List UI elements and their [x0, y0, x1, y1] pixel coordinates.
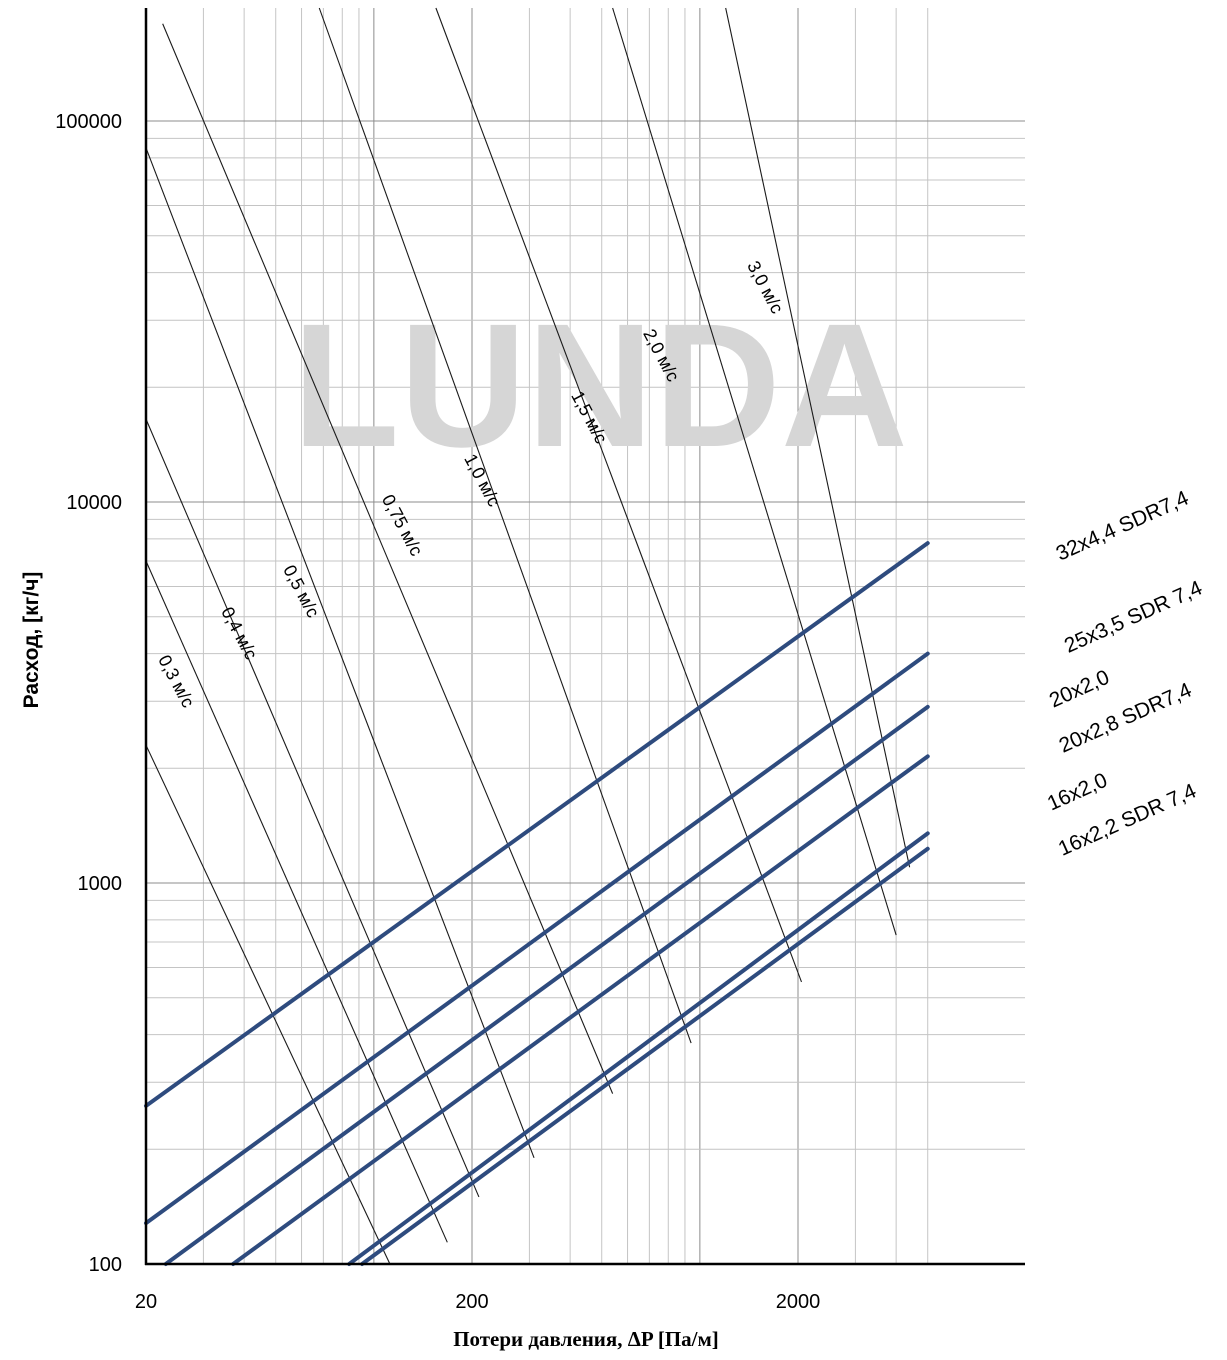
y-tick-label: 100: [89, 1254, 122, 1276]
pipe-label: 20x2,0: [1046, 666, 1113, 713]
pipe-label: 32x4,4 SDR7,4: [1053, 486, 1193, 565]
grid: [146, 8, 1025, 1264]
axes-frame: [144, 8, 1025, 1266]
pipe-series-line: [231, 754, 930, 1266]
pipe-series-lines: [144, 541, 930, 1266]
velocity-line: [145, 560, 448, 1243]
velocity-label: 0,75 м/с: [378, 491, 427, 559]
watermark-text: LUNDA: [292, 288, 908, 484]
y-axis-title: Расход, [кг/ч]: [20, 572, 43, 709]
x-axis-title: Потери давления, ΔP [Па/м]: [453, 1327, 719, 1351]
velocity-lines: [145, 7, 911, 1265]
pipe-series-line: [163, 704, 930, 1266]
pipe-series-line: [360, 846, 930, 1266]
y-tick-label: 1000: [78, 873, 123, 895]
velocity-line: [435, 7, 803, 983]
pipe-label: 25x3,5 SDR 7,4: [1061, 576, 1206, 657]
y-tick-label: 10000: [66, 492, 122, 514]
velocity-line: [725, 7, 911, 868]
y-tick-label: 100000: [55, 111, 122, 133]
pipe-label: 16x2,0: [1044, 769, 1111, 816]
velocity-line: [612, 7, 897, 936]
x-tick-label: 20: [135, 1291, 157, 1313]
x-tick-label: 2000: [776, 1291, 821, 1313]
velocity-line: [145, 418, 480, 1198]
tick-labels: 20 200 2000 100 1000 10000 100000: [55, 111, 820, 1313]
x-tick-label: 200: [455, 1291, 488, 1313]
pipe-series-line: [347, 831, 930, 1266]
velocity-line: [145, 744, 391, 1265]
pipe-series-line: [144, 541, 930, 1108]
velocity-line: [318, 7, 692, 1044]
velocity-label: 0,3 м/с: [154, 652, 198, 711]
velocity-line: [162, 23, 614, 1094]
pipe-series-line: [144, 651, 930, 1226]
